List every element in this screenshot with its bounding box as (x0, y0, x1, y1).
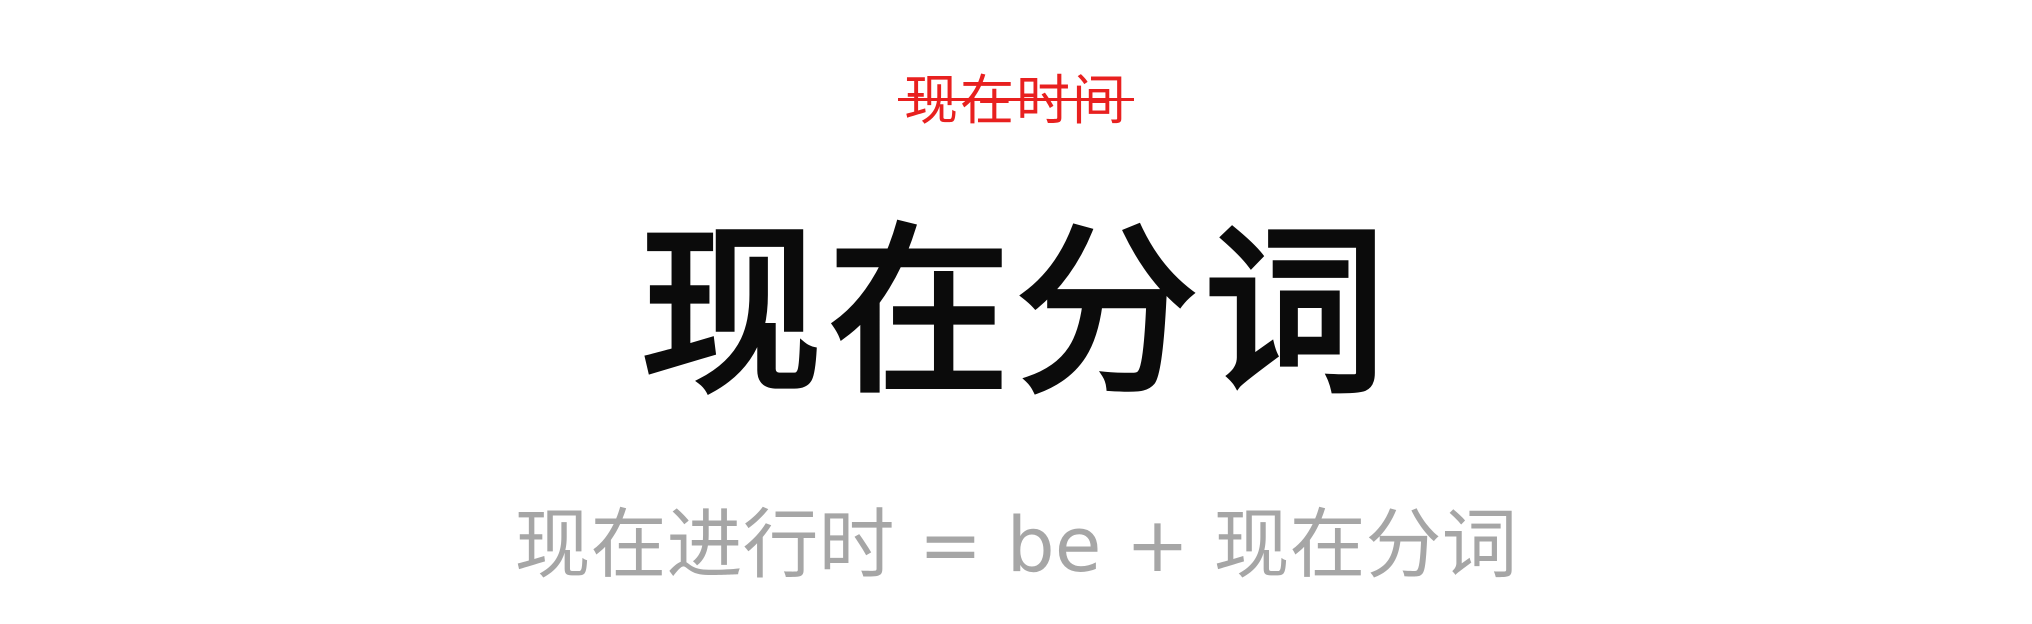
formula: 现在进行时 = be + 现在分词 (514, 500, 1518, 589)
main-term: 现在分词 (640, 205, 1392, 419)
struck-term-row: 现在时间 (0, 68, 2032, 134)
struck-term: 现在时间 (898, 68, 1134, 134)
strikethrough-line (898, 98, 1134, 102)
